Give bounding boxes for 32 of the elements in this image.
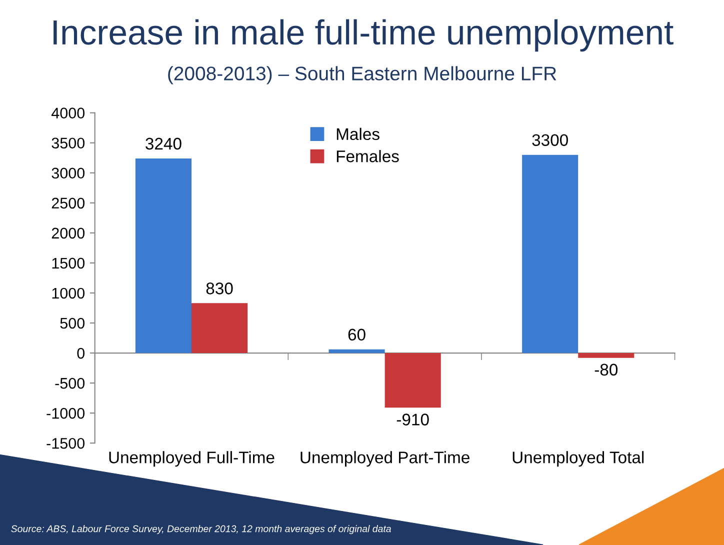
- y-tick-label: -1000: [46, 408, 85, 419]
- y-tick-label: -500: [55, 378, 85, 389]
- data-label: 3300: [532, 134, 568, 146]
- legend-label: Females: [336, 150, 399, 162]
- bar: [192, 303, 248, 354]
- y-tick-label: 2000: [52, 228, 85, 239]
- y-tick-label: 500: [60, 318, 85, 329]
- data-label: 3240: [146, 138, 182, 150]
- y-tick-label: 1000: [52, 288, 85, 299]
- y-tick-label: 1500: [52, 258, 85, 269]
- bar: [578, 353, 634, 358]
- bar: [384, 353, 441, 408]
- chart-subtitle: (2008-2013) – South Eastern Melbourne LFR: [168, 66, 556, 84]
- y-tick-label: 4000: [51, 108, 85, 118]
- y-tick-label: 2500: [52, 198, 85, 209]
- x-tick-label: Unemployed Part-Time: [300, 451, 470, 467]
- y-tick-label: 3500: [52, 138, 85, 149]
- x-tick-label: Unemployed Full-Time: [109, 451, 274, 467]
- y-tick-label: 0: [77, 348, 85, 359]
- data-label: 60: [348, 328, 366, 341]
- chart-title: Increase in male full-time unemployment: [54, 19, 674, 52]
- data-label: 830: [206, 282, 233, 294]
- data-label: -910: [396, 414, 429, 426]
- y-tick-label: 3000: [52, 168, 85, 179]
- source-note: Source: ABS, Labour Force Survey, December 2013, 12 month averages of original data: [11, 525, 391, 534]
- bar: [522, 154, 578, 354]
- legend-label: Males: [336, 128, 380, 140]
- bar: [135, 158, 192, 354]
- y-tick-label: -1500: [46, 438, 85, 449]
- x-tick-label: Unemployed Total: [512, 451, 644, 467]
- bar: [328, 349, 385, 354]
- data-label: -80: [594, 364, 618, 376]
